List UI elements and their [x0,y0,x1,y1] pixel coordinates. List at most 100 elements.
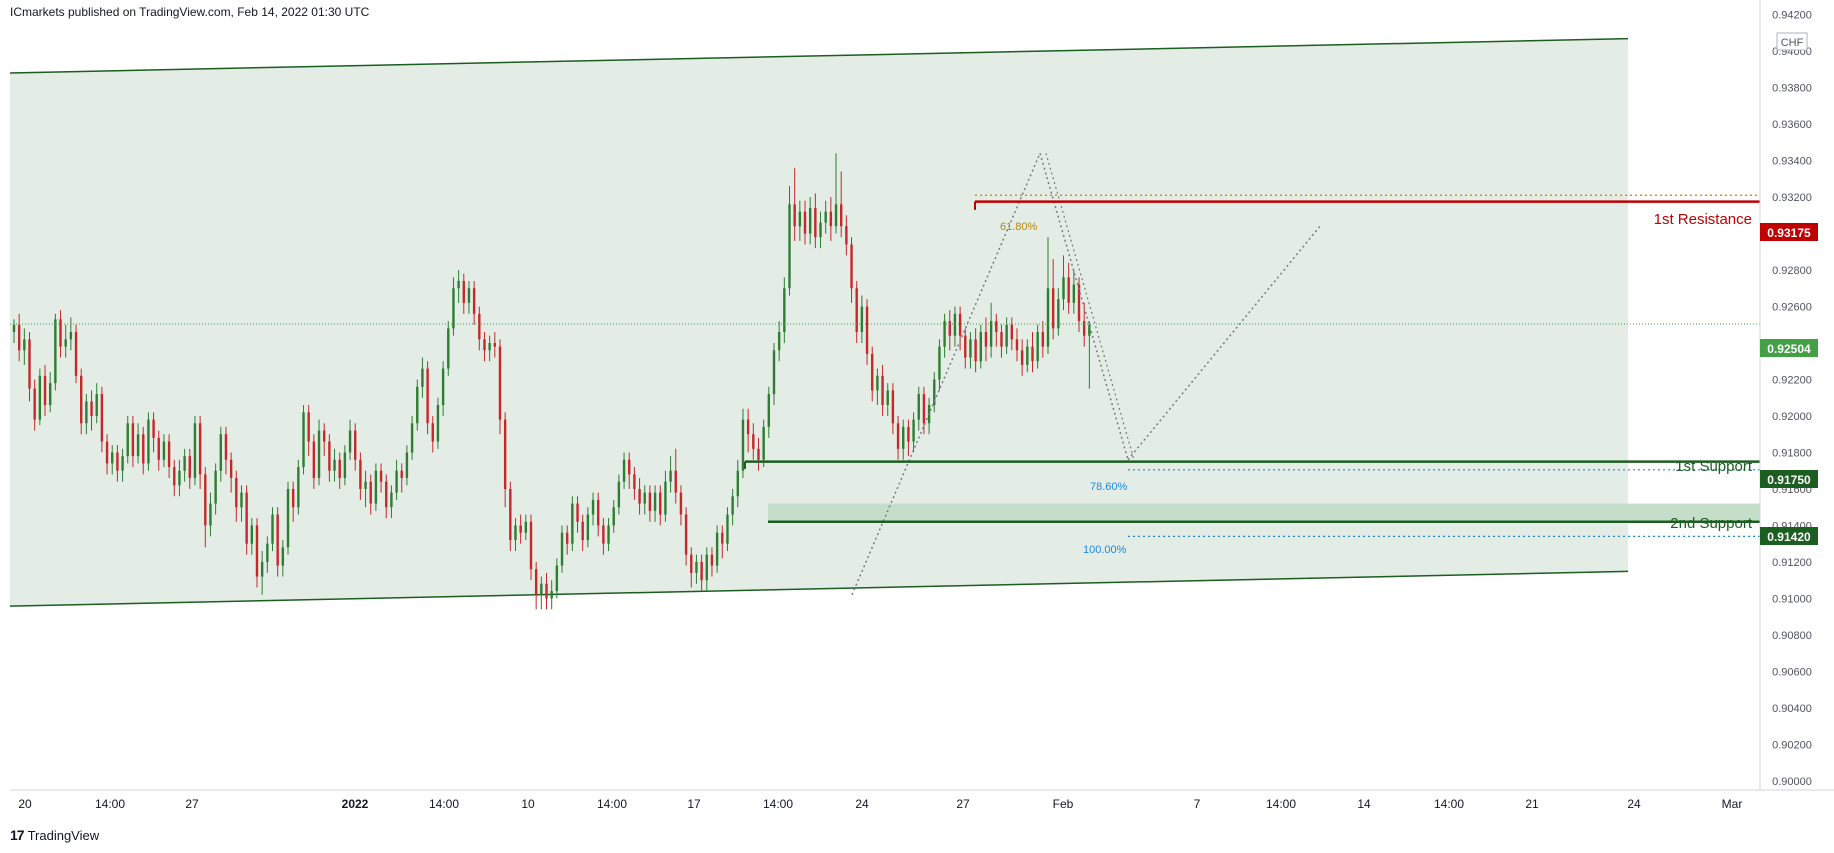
candle-body-3 [28,339,31,389]
candle-body-144 [757,448,760,460]
candle-body-90 [478,313,481,340]
time-tick-8: 14:00 [763,797,793,811]
time-tick-9: 24 [855,797,869,811]
candle-body-89 [472,288,476,314]
candle-body-188 [984,332,988,347]
fib-618-label: 61.80% [1000,221,1038,233]
candle-body-130 [684,514,688,555]
time-tick-16: 21 [1525,797,1539,811]
candle-body-204 [1067,277,1070,303]
candle-body-67 [359,459,362,489]
candle-body-141 [741,419,745,471]
candle-body-27 [152,419,155,438]
candle-body-123 [648,492,652,511]
candle-body-22 [126,423,129,457]
candle-body-73 [390,492,393,508]
candle-body-63 [338,459,341,479]
time-tick-2: 27 [185,797,199,811]
candle-body-105 [555,565,559,592]
candle-body-17 [100,394,104,442]
candle-body-11 [69,332,73,340]
candle-body-99 [524,521,528,533]
candle-body-138 [726,514,729,544]
tradingview-logo-icon: 17 [10,827,25,843]
candle-body-111 [586,514,590,541]
candle-body-197 [1031,346,1034,362]
candle-body-192 [1005,324,1008,347]
candle-body-61 [328,441,331,471]
resistance-1-price-box [1760,223,1818,241]
candle-body-60 [323,430,326,442]
brand-name: TradingView [27,827,100,843]
candle-body-81 [431,423,434,442]
resistance-1-label: 1st Resistance [1654,211,1752,228]
candle-body-200 [1046,288,1050,347]
candle-body-101 [534,569,538,595]
candle-body-160 [840,204,843,227]
candle-body-202 [1057,299,1060,329]
candle-body-41 [224,434,228,460]
candle-body-94 [498,346,502,420]
candle-body-129 [679,492,683,515]
candle-body-58 [312,441,316,479]
candle-body-166 [871,353,874,391]
candle-body-194 [1015,339,1019,351]
candle-body-88 [467,288,471,303]
candle-body-183 [958,313,962,336]
price-tick-9: 0.91800 [1772,447,1812,459]
time-tick-6: 14:00 [597,797,627,811]
candle-body-206 [1077,284,1081,322]
candle-body-164 [860,306,864,333]
pattern-lines [851,152,1321,596]
time-tick-14: 14 [1357,797,1371,811]
candle-body-10 [64,339,67,347]
candle-body-75 [400,470,403,479]
candle-body-72 [385,481,388,508]
pattern-leg-1 [1039,153,1129,460]
candle-body-208 [1088,324,1091,336]
tradingview-brand[interactable]: 17 TradingView [10,827,99,843]
candle-body-122 [643,492,646,504]
candle-body-91 [483,339,486,351]
candle-body-31 [173,467,176,486]
channel-upper-line [9,37,1629,74]
candle-body-120 [633,474,636,489]
candle-body-85 [452,288,455,329]
candle-body-13 [80,375,83,424]
candle-body-127 [669,470,672,482]
candle-body-26 [147,419,150,464]
candle-body-158 [829,211,833,227]
candle-body-52 [281,547,285,566]
candle-body-201 [1051,288,1055,329]
candle-body-16 [95,394,98,416]
candle-body-40 [219,434,222,471]
candle-body-74 [395,470,398,493]
time-tick-10: 27 [956,797,970,811]
candle-body-20 [116,452,119,471]
candle-body-46 [250,525,254,544]
candle-body-55 [297,467,300,508]
candle-body-207 [1082,321,1086,336]
candle-body-33 [183,456,186,471]
price-axis: 0.90000 0.90200 0.90400 0.90600 0.90800 0.910… [1772,10,1812,788]
candle-body-64 [343,452,347,479]
candle-body-70 [374,470,378,504]
support-2-label: 2nd Support [1670,515,1753,532]
support-2-price: 0.91420 [1767,530,1811,544]
price-tick-2: 0.90400 [1772,703,1812,715]
candle-body-4 [33,388,36,420]
time-tick-12: 7 [1194,797,1201,811]
candle-body-193 [1010,324,1014,340]
candle-body-137 [721,532,724,544]
candle-body-104 [550,591,553,599]
candle-body-14 [85,401,88,424]
candle-body-172 [902,426,905,449]
candle-body-163 [855,288,858,333]
candle-body-107 [565,532,569,544]
candle-body-118 [622,459,626,482]
publisher-header: ICmarkets published on TradingView.com, … [10,5,370,19]
candle-body-146 [767,394,771,427]
candle-body-36 [198,423,202,475]
candle-body-35 [193,423,197,479]
